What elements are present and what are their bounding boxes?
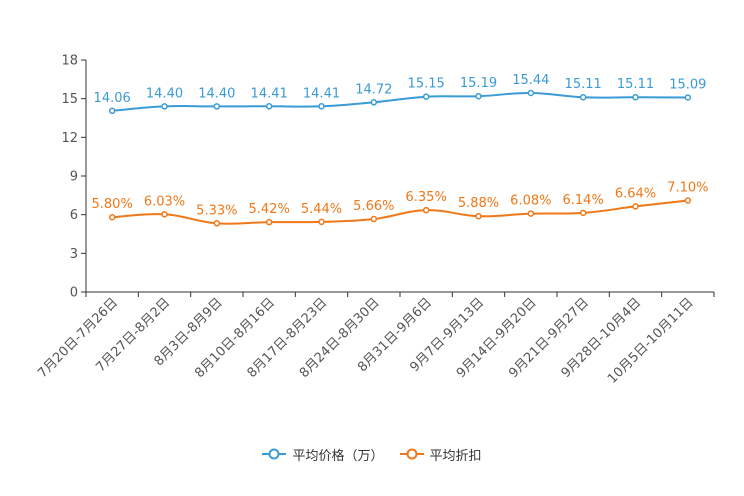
data-label: 15.15 <box>408 77 445 92</box>
data-point[interactable] <box>370 99 378 106</box>
data-label: 6.35% <box>406 190 447 205</box>
data-label: 5.44% <box>301 202 342 217</box>
series-layer: 14.06 14.40 14.40 14.41 14.41 14.72 15.15 15.19… <box>92 73 708 227</box>
legend-item-discount[interactable]: 平均折扣 <box>399 445 482 464</box>
data-point[interactable] <box>684 197 692 204</box>
data-label: 5.80% <box>92 197 133 212</box>
legend-price-label: 平均价格（万） <box>292 448 384 464</box>
data-label: 14.40 <box>146 86 183 101</box>
data-label: 6.08% <box>510 194 551 209</box>
legend-discount-label: 平均折扣 <box>429 448 482 464</box>
data-label: 15.11 <box>565 77 602 92</box>
data-label: 15.44 <box>512 73 549 88</box>
data-label: 15.19 <box>460 76 497 91</box>
legend-price-marker-icon <box>262 448 287 460</box>
series-discount: 5.80% 6.03% 5.33% 5.42% 5.44% 5.66% 6.35% 5.88%… <box>92 180 708 227</box>
data-label: 14.41 <box>303 86 340 101</box>
y-tick-label: 9 <box>70 170 78 185</box>
data-point[interactable] <box>632 93 639 101</box>
data-label: 14.06 <box>94 91 131 106</box>
x-axis: 7月20日-7月26日7月27日-8月2日8月3日-8月9日8月10日-8月16… <box>35 291 715 387</box>
data-point[interactable] <box>422 206 430 214</box>
data-point[interactable] <box>422 93 430 100</box>
y-axis: 0 3 6 9 12 15 18 <box>61 54 87 301</box>
data-point[interactable] <box>108 213 116 221</box>
legend-discount-marker-icon <box>399 448 424 460</box>
data-point[interactable] <box>684 94 692 101</box>
data-label: 7.10% <box>667 180 708 195</box>
data-point[interactable] <box>318 103 325 110</box>
data-point[interactable] <box>579 93 587 101</box>
discount-line <box>112 199 688 225</box>
data-point[interactable] <box>527 89 535 97</box>
legend-item-price[interactable]: 平均价格（万） <box>262 445 384 464</box>
series-price: 14.06 14.40 14.40 14.41 14.41 14.72 15.15 15.19… <box>94 73 706 115</box>
data-label: 14.72 <box>355 82 392 97</box>
line-chart: 0 3 6 9 12 15 18 7月20日-7月26日7月27日-8月2日8月3日-8月9… <box>35 54 715 387</box>
data-point[interactable] <box>370 215 378 223</box>
data-point[interactable] <box>579 209 587 217</box>
y-tick-label: 6 <box>70 208 78 223</box>
data-label: 5.66% <box>353 199 394 214</box>
data-label: 14.41 <box>251 86 288 101</box>
data-label: 15.11 <box>617 77 654 92</box>
data-label: 5.33% <box>196 203 237 218</box>
data-point[interactable] <box>161 103 168 110</box>
legend: 平均价格（万） 平均折扣 <box>0 443 744 465</box>
data-point[interactable] <box>475 92 482 100</box>
data-point[interactable] <box>318 218 325 226</box>
data-point[interactable] <box>475 212 482 220</box>
data-point[interactable] <box>161 211 168 218</box>
data-label: 6.64% <box>615 186 656 201</box>
data-label: 14.40 <box>198 86 235 101</box>
y-tick-label: 0 <box>70 286 78 301</box>
data-label: 6.14% <box>563 193 604 208</box>
data-label: 15.09 <box>669 78 706 93</box>
data-point[interactable] <box>265 218 273 226</box>
data-point[interactable] <box>213 220 221 227</box>
data-point[interactable] <box>527 210 535 217</box>
data-point[interactable] <box>108 107 116 115</box>
y-tick-label: 12 <box>61 131 78 146</box>
price-line <box>112 91 688 112</box>
data-label: 6.03% <box>144 194 185 209</box>
data-label: 5.42% <box>249 202 290 217</box>
data-point[interactable] <box>213 103 221 110</box>
y-tick-label: 18 <box>61 54 78 69</box>
data-label: 5.88% <box>458 196 499 211</box>
y-tick-label: 3 <box>70 247 78 262</box>
data-point[interactable] <box>265 103 273 110</box>
y-tick-label: 15 <box>61 92 78 107</box>
data-point[interactable] <box>632 203 639 210</box>
